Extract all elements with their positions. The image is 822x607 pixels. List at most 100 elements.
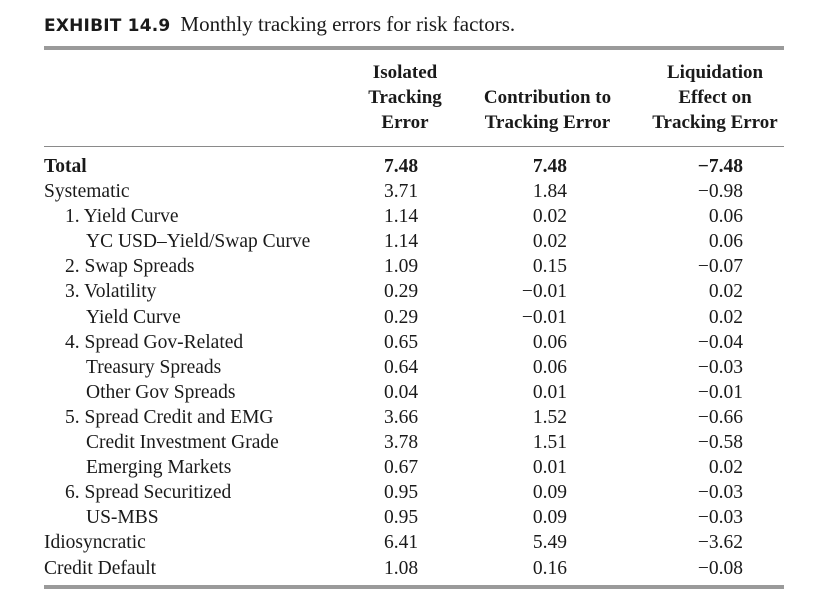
liquidation-effect-cell: 0.06: [708, 231, 743, 253]
contribution-cell: 7.48: [532, 156, 567, 177]
row-label: Emerging Markets: [86, 457, 232, 479]
liquidation-effect-cell: 0.02: [708, 457, 743, 479]
row-label: 2. Swap Spreads: [65, 256, 195, 278]
column-header-liquidation-effect: Liquidation Effect on Tracking Error: [640, 60, 790, 135]
contribution-cell: 0.01: [532, 457, 567, 479]
column-header-line: Tracking Error: [652, 112, 778, 133]
table-row: Systematic 3.71 1.84 −0.98: [0, 179, 822, 204]
table-row: Other Gov Spreads 0.04 0.01 −0.01: [0, 380, 822, 405]
contribution-cell: 1.51: [532, 432, 567, 454]
liquidation-effect-cell: −0.03: [697, 482, 743, 504]
isolated-tracking-error-cell: 0.29: [384, 281, 419, 303]
isolated-tracking-error-cell: 3.66: [384, 406, 419, 428]
contribution-cell: 0.02: [532, 231, 567, 253]
isolated-tracking-error-cell: 1.14: [384, 231, 419, 253]
column-header-isolated-tracking-error: Isolated Tracking Error: [350, 60, 460, 135]
contribution-cell: 0.16: [532, 557, 567, 579]
row-label: 5. Spread Credit and EMG: [65, 406, 274, 428]
liquidation-effect-cell: −0.04: [697, 331, 743, 353]
contribution-cell: −0.01: [521, 306, 567, 328]
contribution-cell: −0.01: [521, 281, 567, 303]
row-label: Treasury Spreads: [86, 356, 222, 378]
table-row: 5. Spread Credit and EMG 3.66 1.52 −0.66: [0, 405, 822, 430]
liquidation-effect-cell: −0.58: [697, 432, 743, 454]
liquidation-effect-cell: −3.62: [697, 532, 743, 554]
liquidation-effect-cell: 0.02: [708, 281, 743, 303]
row-label: 1. Yield Curve: [65, 206, 179, 228]
row-label: YC USD–Yield/Swap Curve: [86, 231, 311, 253]
isolated-tracking-error-cell: 0.67: [384, 457, 419, 479]
row-label: Other Gov Spreads: [86, 381, 236, 403]
exhibit-label: EXHIBIT 14.9: [44, 16, 171, 36]
row-label: 6. Spread Securitized: [65, 482, 232, 504]
column-header-line: Liquidation: [666, 62, 764, 83]
contribution-cell: 0.09: [532, 507, 567, 529]
table-row: Idiosyncratic 6.41 5.49 −3.62: [0, 530, 822, 555]
table-row: 3. Volatility 0.29 −0.01 0.02: [0, 279, 822, 304]
contribution-cell: 0.06: [532, 331, 567, 353]
column-header-line: Isolated: [372, 62, 438, 83]
liquidation-effect-cell: −0.07: [697, 256, 743, 278]
row-label: 3. Volatility: [65, 281, 157, 303]
isolated-tracking-error-cell: 0.95: [384, 507, 419, 529]
exhibit-caption: Monthly tracking errors for risk factors…: [180, 12, 516, 36]
isolated-tracking-error-cell: 0.04: [384, 381, 419, 403]
row-label: Idiosyncratic: [44, 532, 146, 554]
row-label: Credit Default: [44, 557, 157, 579]
table-row: Emerging Markets 0.67 0.01 0.02: [0, 455, 822, 480]
row-label: Yield Curve: [86, 306, 181, 328]
bottom-rule: [44, 585, 784, 589]
isolated-tracking-error-cell: 0.65: [384, 331, 419, 353]
liquidation-effect-cell: −0.66: [697, 406, 743, 428]
liquidation-effect-cell: −0.03: [697, 507, 743, 529]
liquidation-effect-cell: 0.06: [708, 206, 743, 228]
isolated-tracking-error-cell: 0.95: [384, 482, 419, 504]
column-header-line: Contribution to: [483, 87, 612, 108]
contribution-cell: 0.02: [532, 206, 567, 228]
isolated-tracking-error-cell: 0.29: [384, 306, 419, 328]
liquidation-effect-cell: −0.03: [697, 356, 743, 378]
contribution-cell: 0.01: [532, 381, 567, 403]
contribution-cell: 5.49: [532, 532, 567, 554]
table-row: 1. Yield Curve 1.14 0.02 0.06: [0, 204, 822, 229]
isolated-tracking-error-cell: 1.09: [384, 256, 419, 278]
table-row: Credit Default 1.08 0.16 −0.08: [0, 556, 822, 581]
liquidation-effect-cell: 0.02: [708, 306, 743, 328]
contribution-cell: 1.84: [532, 181, 567, 203]
liquidation-effect-cell: −7.48: [697, 156, 743, 177]
table-row: Credit Investment Grade 3.78 1.51 −0.58: [0, 430, 822, 455]
table-row: 2. Swap Spreads 1.09 0.15 −0.07: [0, 254, 822, 279]
column-header-line: Error: [381, 112, 429, 133]
table-row: 4. Spread Gov-Related 0.65 0.06 −0.04: [0, 330, 822, 355]
header-rule: [44, 146, 784, 147]
table-row: Total 7.48 7.48 −7.48: [0, 154, 822, 179]
column-header-line: Tracking: [368, 87, 442, 108]
isolated-tracking-error-cell: 3.71: [384, 181, 419, 203]
top-rule: [44, 46, 784, 50]
table-row: Yield Curve 0.29 −0.01 0.02: [0, 305, 822, 330]
row-label: 4. Spread Gov-Related: [65, 331, 244, 353]
isolated-tracking-error-cell: 7.48: [384, 156, 419, 177]
row-label: Systematic: [44, 181, 130, 203]
contribution-cell: 0.15: [532, 256, 567, 278]
liquidation-effect-cell: −0.98: [697, 181, 743, 203]
row-label: Credit Investment Grade: [86, 432, 279, 454]
table-row: 6. Spread Securitized 0.95 0.09 −0.03: [0, 480, 822, 505]
isolated-tracking-error-cell: 0.64: [384, 356, 419, 378]
liquidation-effect-cell: −0.01: [697, 381, 743, 403]
contribution-cell: 1.52: [532, 406, 567, 428]
contribution-cell: 0.06: [532, 356, 567, 378]
row-label: Total: [44, 156, 87, 177]
isolated-tracking-error-cell: 6.41: [384, 532, 419, 554]
column-header-line: Tracking Error: [484, 112, 611, 133]
table-row: US-MBS 0.95 0.09 −0.03: [0, 505, 822, 530]
isolated-tracking-error-cell: 1.08: [384, 557, 419, 579]
row-label: US-MBS: [86, 507, 159, 529]
isolated-tracking-error-cell: 1.14: [384, 206, 419, 228]
exhibit-title: EXHIBIT 14.9 Monthly tracking errors for …: [44, 12, 515, 37]
liquidation-effect-cell: −0.08: [697, 557, 743, 579]
isolated-tracking-error-cell: 3.78: [384, 432, 419, 454]
table-row: YC USD–Yield/Swap Curve 1.14 0.02 0.06: [0, 229, 822, 254]
table-row: Treasury Spreads 0.64 0.06 −0.03: [0, 355, 822, 380]
contribution-cell: 0.09: [532, 482, 567, 504]
